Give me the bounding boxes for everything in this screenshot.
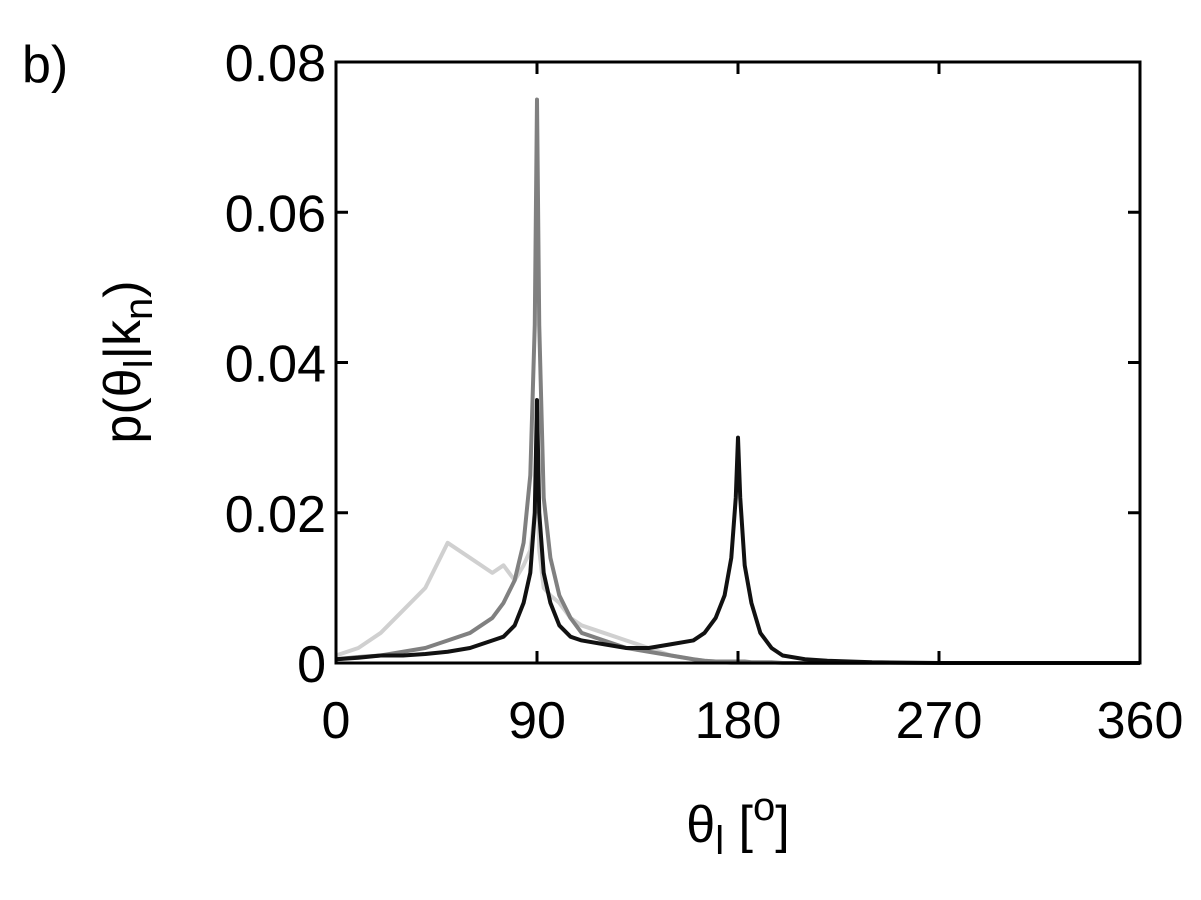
y-axis-label-part: l — [117, 360, 161, 369]
y-axis-label: p(θl|kn) — [94, 280, 161, 443]
y-tick-label: 0.04 — [225, 336, 326, 394]
x-tick-label: 360 — [1097, 692, 1184, 750]
x-axis-label-part: θ — [686, 796, 715, 854]
x-tick-label: 180 — [695, 692, 782, 750]
y-axis-label-part: ) — [94, 280, 152, 297]
x-axis-label-part: l — [715, 819, 724, 863]
x-tick-label: 90 — [508, 692, 566, 750]
panel-label: b) — [22, 36, 68, 94]
x-axis-label-part: o — [753, 785, 775, 829]
x-tick-label: 0 — [322, 692, 351, 750]
y-tick-label: 0 — [297, 636, 326, 694]
y-axis-label-part: |k — [94, 319, 152, 360]
y-axis-label-part: p(θ — [94, 368, 152, 443]
y-tick-label: 0.02 — [225, 486, 326, 544]
x-axis-label-part: ] — [775, 796, 789, 854]
y-tick-label: 0.08 — [225, 35, 326, 93]
y-axis-label-part: n — [117, 298, 161, 320]
x-tick-label: 270 — [896, 692, 983, 750]
data-line — [335, 97, 1140, 665]
x-axis-label: θl [o] — [686, 785, 789, 863]
x-axis-label-part: [ — [724, 796, 753, 854]
data-line — [335, 473, 1140, 665]
plot-frame — [334, 60, 1142, 665]
data-line — [335, 398, 1140, 665]
y-tick-label: 0.06 — [225, 185, 326, 243]
